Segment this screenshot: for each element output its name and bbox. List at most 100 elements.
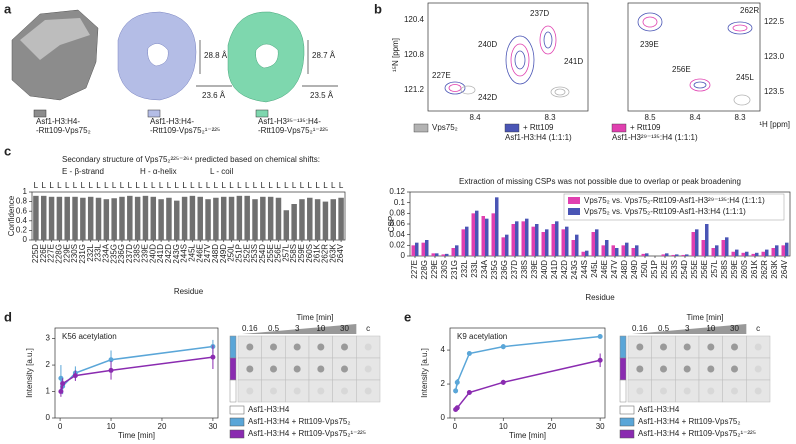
- bar: [741, 252, 745, 256]
- ss-letter: L: [65, 181, 70, 190]
- ss-letter: L: [308, 181, 313, 190]
- x-tick-label: 232L: [460, 259, 469, 277]
- tick-label: 120.8: [404, 50, 425, 59]
- y-axis-label: Confidence: [7, 195, 16, 236]
- x-tick-label: 249D: [219, 244, 228, 263]
- point: [500, 379, 506, 385]
- x-tick-label: 248D: [211, 244, 220, 263]
- x-tick-label: 260S: [740, 260, 749, 279]
- y-axis-label: CSP: [387, 216, 396, 232]
- bar: [755, 252, 759, 256]
- heading: Secondary structure of Vps75₂²²⁵⁻²⁶⁴ pre…: [62, 155, 320, 164]
- bar: [751, 253, 755, 256]
- bar: [685, 254, 689, 256]
- x-tick-label: 227E: [410, 260, 419, 279]
- x-tick-label: 228G: [420, 260, 429, 280]
- peak-label: 256E: [672, 65, 691, 74]
- bar: [611, 245, 615, 256]
- bar: [205, 199, 211, 240]
- y-tick-label: 0.02: [389, 240, 405, 249]
- legend-swatch: [147, 109, 161, 118]
- ss-letter: L: [34, 181, 39, 190]
- legend-swatch: [568, 197, 580, 204]
- x-tick-label: 251P: [650, 260, 659, 279]
- row-strip: [229, 335, 237, 359]
- series-line: [60, 356, 214, 392]
- x-tick-label: 229E: [430, 260, 439, 279]
- bar: [441, 254, 445, 256]
- x-tick-label: 241D: [550, 260, 559, 279]
- legend-label: Vps75₂ vs. Vps75₂-Rtt109-Asf1-H3:H4 (1:1…: [584, 207, 746, 216]
- ss-letter: L: [167, 181, 172, 190]
- structure-label: -Rtt109-Vps75₂¹⁻²²⁵: [258, 126, 328, 135]
- ss-letter: L: [315, 181, 320, 190]
- x-tick-label: 248D: [620, 260, 629, 279]
- chart-title: Extraction of missing CSPs was not possi…: [459, 177, 741, 186]
- blot-dot: [293, 343, 301, 351]
- bar: [455, 245, 459, 256]
- time-tick-label: 30: [730, 324, 739, 333]
- ss-letter: L: [49, 181, 54, 190]
- ss-letter: L: [292, 181, 297, 190]
- bar: [491, 213, 495, 256]
- x-tick-label: 241D: [156, 244, 165, 263]
- x-tick-label: 238S: [133, 244, 142, 263]
- structure-label: Asf1-H3:H4-: [36, 117, 80, 126]
- x-tick-label: 247V: [610, 259, 619, 278]
- bar: [330, 199, 337, 240]
- x-tick-label: 235G: [109, 244, 118, 264]
- x-tick-label: 20: [158, 422, 167, 431]
- point: [597, 357, 603, 363]
- bar: [771, 248, 775, 256]
- x-tick-label: 259E: [730, 260, 739, 279]
- legend-swatch: [619, 405, 635, 415]
- dimension-label: 28.7 Å: [312, 51, 336, 60]
- ss-letter: L: [198, 181, 203, 190]
- legend-label: Asf1-H3:H4: [638, 405, 680, 414]
- ss-letter: L: [73, 181, 78, 190]
- legend-label: + Rtt109: [630, 123, 661, 132]
- x-tick-label: 245L: [590, 259, 599, 277]
- ss-letter: L: [182, 181, 187, 190]
- bar: [781, 245, 785, 256]
- bar: [661, 254, 665, 256]
- y-tick-label: 4: [441, 345, 446, 354]
- time-wedge: [632, 324, 747, 334]
- peak-label: 240D: [478, 40, 497, 49]
- y-tick-label: 0: [441, 413, 446, 422]
- point: [60, 381, 66, 387]
- ss-letter: L: [135, 181, 140, 190]
- panel-letter: c: [4, 143, 11, 158]
- dimension-label: 23.5 Å: [310, 91, 334, 100]
- ss-legend: L - coil: [210, 167, 233, 176]
- bar: [501, 237, 505, 256]
- ss-letter: L: [159, 181, 164, 190]
- legend-swatch: [229, 405, 245, 415]
- row-strip: [619, 379, 627, 403]
- x-tick-label: 253S: [250, 244, 259, 263]
- plot-frame: [449, 327, 606, 419]
- time-tick-label: c: [366, 324, 370, 333]
- x-tick-label: 230S: [440, 260, 449, 279]
- bar: [314, 199, 321, 240]
- time-wedge: [242, 324, 357, 334]
- x-tick-label: 244S: [580, 260, 589, 279]
- x-tick-label: 263K: [328, 243, 337, 262]
- ss-legend: H - α-helix: [140, 167, 177, 176]
- bar: [72, 196, 78, 240]
- x-tick-label: 227E: [47, 244, 56, 263]
- x-tick-label: 264V: [336, 243, 345, 262]
- x-tick-label: 238S: [520, 260, 529, 279]
- ss-letter: L: [175, 181, 180, 190]
- bar: [150, 196, 157, 240]
- bar: [481, 216, 485, 256]
- blot-dot: [707, 343, 715, 351]
- bar: [695, 229, 699, 256]
- series-line: [455, 359, 601, 411]
- x-tick-label: 243G: [172, 244, 181, 264]
- blot-dot: [731, 343, 738, 351]
- blot-dot: [246, 343, 254, 351]
- tick-label: 121.2: [404, 85, 425, 94]
- time-tick-label: 3: [295, 324, 300, 333]
- point: [72, 373, 78, 379]
